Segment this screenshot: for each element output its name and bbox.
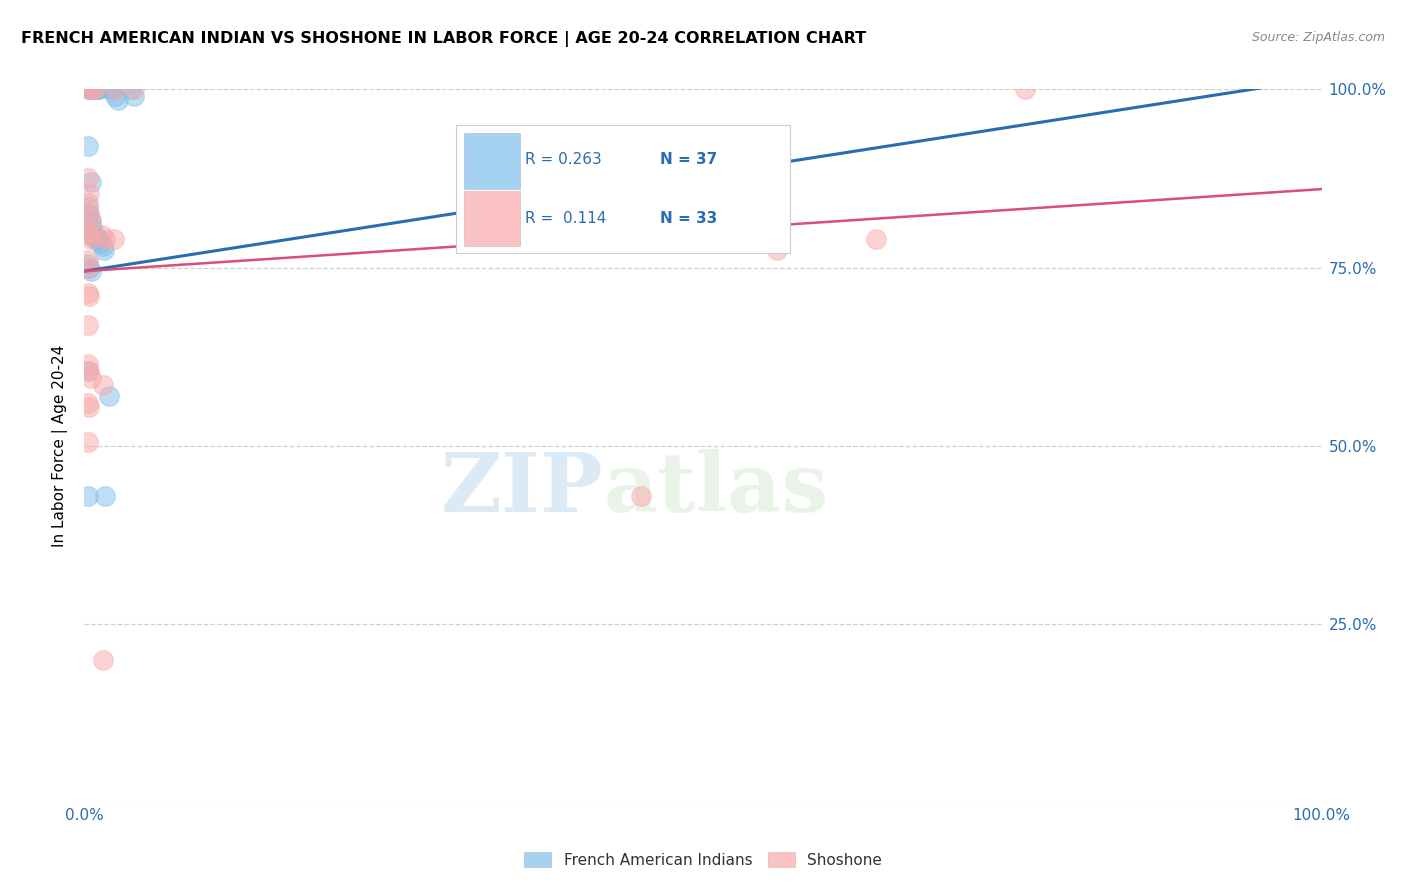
Point <box>766 243 789 257</box>
Point <box>79 260 101 275</box>
Text: FRENCH AMERICAN INDIAN VS SHOSHONE IN LABOR FORCE | AGE 20-24 CORRELATION CHART: FRENCH AMERICAN INDIAN VS SHOSHONE IN LA… <box>21 31 866 47</box>
Point <box>77 82 100 96</box>
Point <box>77 318 100 332</box>
Point <box>87 232 110 246</box>
Point <box>77 171 100 186</box>
Point <box>98 82 121 96</box>
Point <box>91 653 114 667</box>
Point <box>89 235 111 250</box>
Point <box>82 82 104 96</box>
Text: R =  0.114: R = 0.114 <box>524 211 606 226</box>
Point <box>104 82 127 96</box>
Point <box>79 186 101 200</box>
Text: Source: ZipAtlas.com: Source: ZipAtlas.com <box>1251 31 1385 45</box>
Point <box>93 243 115 257</box>
Point <box>77 139 100 153</box>
Y-axis label: In Labor Force | Age 20-24: In Labor Force | Age 20-24 <box>52 345 67 547</box>
Point <box>77 225 100 239</box>
Point <box>104 89 127 103</box>
Point <box>84 82 107 96</box>
Point <box>94 232 117 246</box>
Point <box>77 253 100 268</box>
Point <box>79 82 101 96</box>
Point <box>82 82 104 96</box>
Point <box>79 400 101 414</box>
Point <box>83 228 105 243</box>
Text: ZIP: ZIP <box>441 449 605 529</box>
Point <box>630 489 652 503</box>
Point <box>83 82 105 96</box>
Point <box>77 82 100 96</box>
Point <box>90 228 112 243</box>
Point <box>79 232 101 246</box>
Point <box>89 82 111 96</box>
Point <box>86 232 108 246</box>
Point <box>77 200 100 214</box>
Point <box>91 239 114 253</box>
Point <box>77 285 100 300</box>
Point <box>103 232 125 246</box>
Text: N = 37: N = 37 <box>659 153 717 168</box>
Point <box>98 389 121 403</box>
Point <box>79 364 101 378</box>
FancyBboxPatch shape <box>464 134 520 189</box>
Text: R = 0.263: R = 0.263 <box>524 153 602 168</box>
Point <box>122 82 145 96</box>
Point <box>94 489 117 503</box>
FancyBboxPatch shape <box>456 125 790 253</box>
Text: atlas: atlas <box>605 449 830 529</box>
Point <box>79 264 101 278</box>
Point <box>77 257 100 271</box>
Point <box>77 396 100 410</box>
Point <box>77 196 100 211</box>
Point <box>86 82 108 96</box>
Point <box>79 260 101 275</box>
Point <box>84 232 107 246</box>
Point <box>77 435 100 450</box>
Point <box>79 207 101 221</box>
Point <box>82 225 104 239</box>
Point <box>79 214 101 228</box>
Legend: French American Indians, Shoshone: French American Indians, Shoshone <box>517 846 889 873</box>
Point <box>79 175 101 189</box>
Point <box>79 289 101 303</box>
Point <box>80 82 103 96</box>
Point <box>84 82 107 96</box>
Point <box>100 82 122 96</box>
Point <box>77 364 100 378</box>
Point <box>89 232 111 246</box>
Point <box>79 214 101 228</box>
Point <box>79 228 101 243</box>
Point <box>1014 82 1036 96</box>
FancyBboxPatch shape <box>464 191 520 246</box>
Point <box>91 378 114 392</box>
Point <box>77 357 100 371</box>
Point <box>77 489 100 503</box>
Point <box>79 371 101 385</box>
Point <box>122 89 145 103</box>
Point <box>79 207 101 221</box>
Point <box>87 82 110 96</box>
Point <box>120 82 142 96</box>
Text: N = 33: N = 33 <box>659 211 717 226</box>
Point <box>865 232 887 246</box>
Point <box>80 221 103 235</box>
Point <box>107 93 129 107</box>
